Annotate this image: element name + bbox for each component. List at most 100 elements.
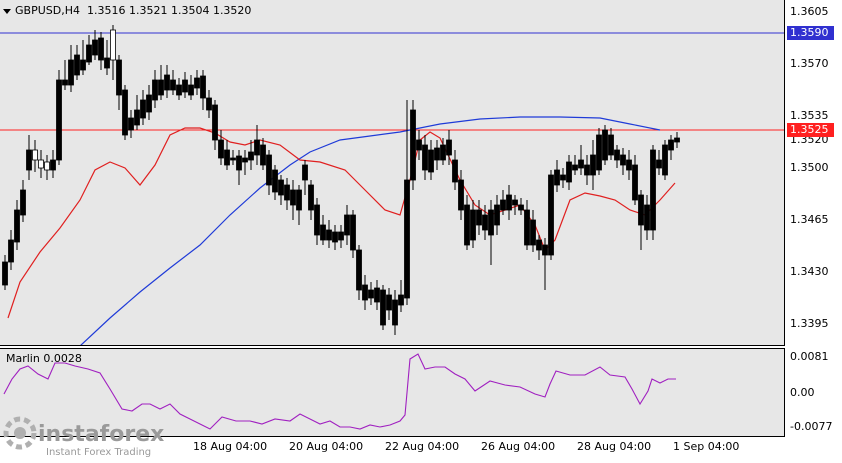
candle-body — [530, 219, 536, 246]
candle-body — [596, 134, 602, 171]
candle-body — [422, 144, 428, 171]
candle-body — [56, 79, 62, 161]
candle-body — [566, 161, 572, 183]
ohlc-values: 1.3516 1.3521 1.3504 1.3520 — [86, 4, 252, 17]
blue-level-tag: 1.3590 — [787, 26, 834, 40]
candle-body — [302, 164, 308, 181]
candle-body — [254, 139, 260, 156]
candle-body — [608, 134, 614, 156]
candle-body — [410, 109, 416, 181]
candle-body — [326, 229, 332, 241]
oscillator-label: Marlin 0.0028 — [6, 352, 82, 365]
candle-body — [62, 79, 68, 86]
candle-body — [494, 204, 500, 226]
oscillator-svg[interactable] — [0, 349, 785, 437]
price-tick: 1.3500 — [790, 161, 829, 174]
candle-body — [674, 137, 680, 143]
price-chart-pane[interactable] — [0, 0, 785, 346]
time-label: 26 Aug 04:00 — [481, 440, 556, 453]
candle-body — [206, 97, 212, 111]
candle-body — [290, 189, 296, 206]
candle-body — [518, 204, 524, 211]
candle-body — [92, 39, 98, 56]
candle-body — [320, 224, 326, 241]
candle-body — [656, 159, 662, 169]
candle-body — [284, 184, 290, 201]
candle-body — [512, 199, 518, 206]
candle-body — [362, 284, 368, 301]
candle-body — [8, 239, 14, 263]
price-tick: 1.3430 — [790, 265, 829, 278]
candle-body — [500, 199, 506, 211]
oscillator-pane[interactable] — [0, 348, 785, 437]
candle-body — [668, 139, 674, 151]
candle-body — [572, 164, 578, 171]
candle-body — [368, 289, 374, 299]
price-tick: 1.3535 — [790, 109, 829, 122]
candle-body — [110, 29, 116, 61]
candle-body — [314, 204, 320, 236]
oscillator-tick: -0.0077 — [790, 420, 833, 433]
oscillator-tick: 0.0081 — [790, 350, 829, 363]
candle-body — [164, 74, 170, 91]
candlestick-series — [2, 25, 680, 335]
candle-body — [488, 209, 494, 236]
candle-body — [554, 169, 560, 186]
time-label: 28 Aug 04:00 — [577, 440, 652, 453]
oscillator-tick: 0.00 — [790, 386, 815, 399]
candle-body — [158, 79, 164, 96]
candle-body — [152, 79, 158, 101]
candle-body — [194, 77, 200, 89]
candle-body — [236, 155, 242, 171]
candle-body — [470, 209, 476, 241]
symbol-label: GBPUSD,H4 — [15, 4, 80, 17]
candle-body — [218, 139, 224, 159]
candle-body — [242, 157, 248, 163]
price-tick: 1.3570 — [790, 57, 829, 70]
candle-body — [620, 154, 626, 166]
candle-body — [476, 209, 482, 226]
candle-body — [374, 287, 380, 303]
candle-body — [428, 149, 434, 173]
candle-body — [128, 117, 134, 131]
candle-body — [578, 159, 584, 169]
candle-body — [332, 231, 338, 243]
candle-body — [146, 94, 152, 113]
candle-body — [32, 149, 38, 161]
time-label: 1 Sep 04:00 — [673, 440, 740, 453]
candle-body — [632, 164, 638, 201]
candle-body — [590, 154, 596, 176]
candle-body — [98, 37, 104, 61]
instaforex-watermark: instaforex Instant Forex Trading — [0, 413, 180, 459]
candle-body — [392, 299, 398, 326]
watermark-tagline: Instant Forex Trading — [46, 447, 151, 458]
candle-body — [26, 149, 32, 171]
candle-body — [122, 89, 128, 136]
candle-body — [188, 84, 194, 96]
candle-body — [482, 214, 488, 231]
collapse-triangle-icon — [3, 9, 11, 14]
candle-body — [272, 169, 278, 193]
candle-body — [86, 44, 92, 63]
candle-body — [182, 79, 188, 93]
candle-body — [20, 189, 26, 216]
candle-body — [614, 149, 620, 161]
candle-body — [230, 157, 236, 161]
instaforex-logo-icon: instaforex Instant Forex Trading — [3, 416, 164, 458]
time-label: 18 Aug 04:00 — [193, 440, 268, 453]
price-chart-svg[interactable] — [0, 0, 785, 346]
candle-body — [356, 249, 362, 291]
candle-body — [2, 261, 8, 286]
candle-body — [176, 84, 182, 96]
candle-body — [644, 204, 650, 231]
price-tick: 1.3395 — [790, 317, 829, 330]
candle-body — [434, 147, 440, 161]
candle-body — [344, 214, 350, 236]
fast-moving-average-line — [7, 127, 676, 319]
candle-body — [542, 244, 548, 256]
candle-body — [116, 59, 122, 96]
candle-body — [68, 59, 74, 86]
candle-body — [350, 214, 356, 251]
candle-body — [104, 57, 110, 69]
